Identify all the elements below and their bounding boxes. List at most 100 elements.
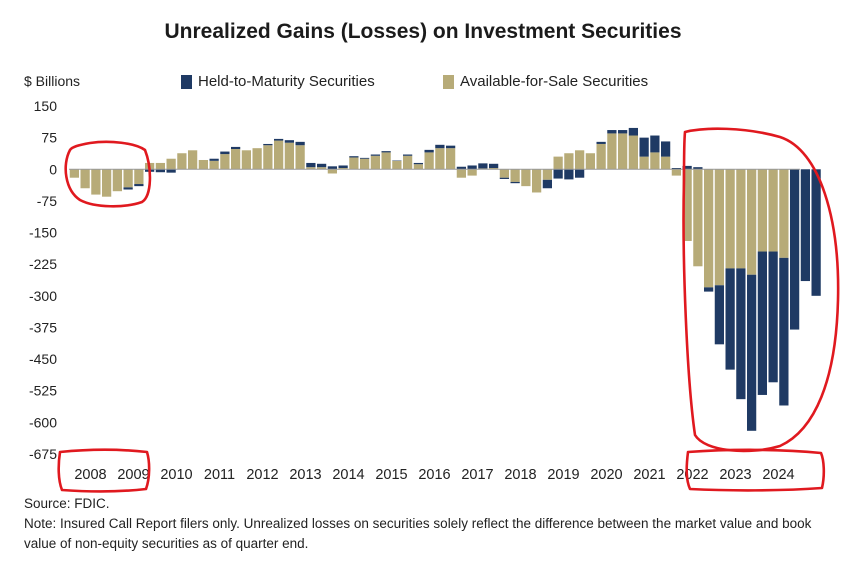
legend-swatch-available-for-sale [443, 74, 454, 89]
bar-available-for-sale [671, 169, 681, 176]
bar-held-to-maturity [661, 141, 671, 157]
bar-available-for-sale [392, 160, 402, 170]
bar-held-to-maturity [456, 166, 466, 170]
x-tick-label-year: 2009 [117, 467, 149, 483]
bar-available-for-sale [424, 152, 434, 170]
bar-available-for-sale [628, 135, 638, 170]
bar-held-to-maturity [370, 154, 380, 156]
chart-plot: 150 75 0 -75 -150 -225 -300 -375 -450 -525 -600 -67… [29, 98, 840, 493]
bar-held-to-maturity [757, 251, 767, 395]
y-tick-label: -225 [29, 256, 57, 272]
x-tick-label-year: 2017 [461, 467, 493, 483]
y-tick-label: -675 [29, 446, 57, 462]
bar-available-for-sale [295, 145, 305, 170]
bar-held-to-maturity [650, 135, 660, 153]
bar-held-to-maturity [618, 130, 628, 134]
bar-held-to-maturity [811, 169, 821, 296]
bar-available-for-sale [155, 162, 165, 170]
bar-held-to-maturity [209, 158, 219, 161]
bar-held-to-maturity [790, 169, 800, 330]
bar-held-to-maturity [714, 285, 724, 345]
bar-available-for-sale [489, 168, 499, 170]
bar-available-for-sale [327, 169, 337, 174]
bar-available-for-sale [757, 169, 767, 252]
bar-available-for-sale [231, 149, 241, 170]
bar-held-to-maturity [575, 169, 585, 178]
bar-available-for-sale [274, 140, 284, 170]
bar-available-for-sale [80, 169, 90, 189]
bar-available-for-sale [317, 167, 327, 170]
bar-available-for-sale [177, 153, 187, 170]
bar-available-for-sale [768, 169, 778, 252]
x-tick-label-year: 2022 [676, 467, 708, 483]
bar-available-for-sale [585, 153, 595, 170]
bar-available-for-sale [370, 155, 380, 170]
bar-available-for-sale [521, 169, 531, 187]
bar-available-for-sale [650, 152, 660, 170]
bar-held-to-maturity [317, 163, 327, 168]
bar-held-to-maturity [338, 165, 348, 169]
bar-held-to-maturity [704, 287, 714, 292]
y-tick-label: -75 [37, 193, 57, 209]
bar-available-for-sale [360, 158, 370, 170]
bar-available-for-sale [607, 133, 617, 170]
legend-held-to-maturity: Held-to-Maturity Securities [181, 73, 375, 90]
x-axis-year-labels: 2008 2009 2010 2011 2012 2013 2014 2015 2016 2017… [74, 467, 794, 483]
bar-available-for-sale [209, 160, 219, 170]
bar-available-for-sale [661, 156, 671, 170]
x-tick-label-year: 2018 [504, 467, 536, 483]
y-tick-label: -150 [29, 225, 57, 241]
bar-held-to-maturity [381, 151, 391, 153]
bar-available-for-sale [747, 169, 757, 275]
bar-held-to-maturity [639, 137, 649, 157]
bar-held-to-maturity [155, 169, 165, 173]
bar-held-to-maturity [220, 151, 230, 155]
bar-available-for-sale [102, 169, 112, 197]
bar-held-to-maturity [671, 168, 681, 170]
bar-held-to-maturity [542, 179, 552, 189]
x-tick-label-year: 2016 [418, 467, 450, 483]
bar-held-to-maturity [489, 163, 499, 169]
bar-available-for-sale [134, 169, 144, 185]
bar-held-to-maturity [263, 143, 273, 146]
bar-available-for-sale [91, 169, 101, 195]
bar-held-to-maturity [360, 157, 370, 159]
bar-held-to-maturity [403, 154, 413, 156]
bar-held-to-maturity [499, 177, 509, 179]
bar-held-to-maturity [607, 130, 617, 134]
bar-held-to-maturity [510, 181, 520, 184]
bar-available-for-sale [596, 143, 606, 170]
bar-available-for-sale [112, 169, 122, 192]
y-tick-label: -525 [29, 383, 57, 399]
y-tick-label: -450 [29, 351, 57, 367]
bar-available-for-sale [499, 169, 509, 178]
bar-available-for-sale [306, 167, 316, 170]
annotation-circle-2022-2024-bars [682, 127, 840, 453]
bar-available-for-sale [263, 145, 273, 170]
y-axis-unit-label: $ Billions [24, 73, 81, 89]
bar-available-for-sale [682, 169, 692, 241]
bar-held-to-maturity [306, 162, 316, 168]
bar-available-for-sale [349, 157, 359, 170]
bar-available-for-sale [542, 169, 552, 180]
bar-available-for-sale [446, 148, 456, 170]
bar-held-to-maturity [327, 166, 337, 170]
bar-held-to-maturity [349, 156, 359, 158]
bar-held-to-maturity [736, 268, 746, 400]
x-tick-label-year: 2012 [246, 467, 278, 483]
bar-held-to-maturity [478, 163, 488, 169]
bar-held-to-maturity [424, 149, 434, 153]
y-tick-label: 75 [41, 130, 57, 146]
bar-held-to-maturity [725, 268, 735, 370]
bar-held-to-maturity [682, 165, 692, 170]
y-tick-label: -375 [29, 319, 57, 335]
bar-available-for-sale [284, 142, 294, 170]
y-tick-label: 150 [34, 98, 58, 114]
bar-held-to-maturity [123, 187, 133, 190]
bar-available-for-sale [188, 150, 198, 170]
x-tick-label-year: 2015 [375, 467, 407, 483]
bar-available-for-sale [639, 156, 649, 170]
bar-held-to-maturity [295, 141, 305, 146]
bar-available-for-sale [198, 159, 208, 170]
bar-held-to-maturity [134, 184, 144, 187]
